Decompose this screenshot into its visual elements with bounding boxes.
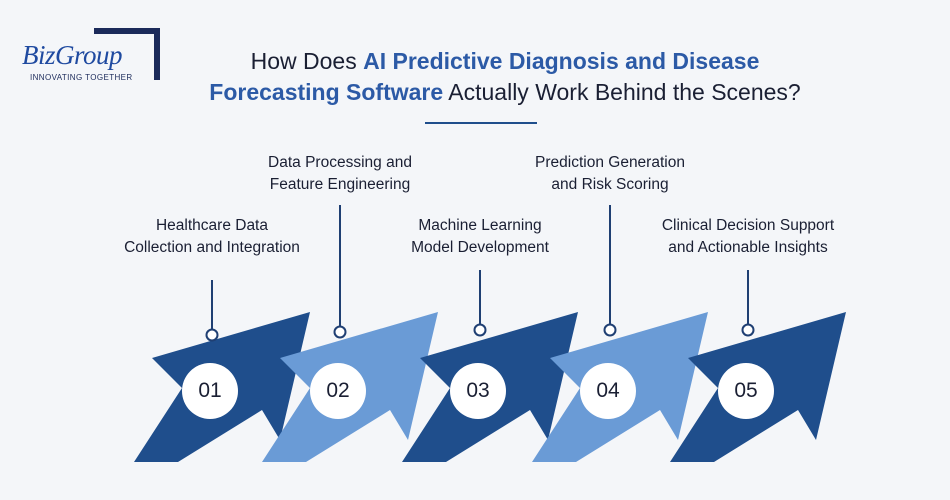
connector-dot-03 [473, 323, 487, 337]
step-number-badge-02: 02 [310, 363, 366, 419]
step-label-line1: Clinical Decision Support [661, 217, 835, 234]
connector-dot-05 [741, 323, 755, 337]
page-title: How Does AI Predictive Diagnosis and Dis… [120, 46, 890, 108]
title-suffix: Actually Work Behind the Scenes? [443, 79, 801, 105]
step-label-04: Prediction Generation and Risk Scoring [490, 152, 730, 196]
step-label-line1: Machine Learning [418, 217, 542, 234]
connector-dot-02 [333, 325, 347, 339]
step-number-badge-05: 05 [718, 363, 774, 419]
step-label-05: Clinical Decision Support and Actionable … [628, 215, 868, 259]
title-underline [425, 122, 537, 124]
step-label-line2: and Risk Scoring [551, 176, 669, 193]
logo-tagline: INNOVATING TOGETHER [30, 73, 133, 82]
step-label-02: Data Processing and Feature Engineering [220, 152, 460, 196]
step-label-line2: and Actionable Insights [668, 239, 828, 256]
step-label-line1: Healthcare Data [155, 217, 268, 234]
title-highlight-1: AI Predictive Diagnosis and Disease [363, 48, 760, 74]
bizgroup-logo: BizGroup INNOVATING TOGETHER [22, 28, 162, 88]
step-number-badge-01: 01 [182, 363, 238, 419]
logo-wordmark: BizGroup [22, 40, 123, 70]
step-number-badge-03: 03 [450, 363, 506, 419]
title-highlight-2: Forecasting Software [209, 79, 444, 105]
step-label-line1: Prediction Generation [535, 154, 685, 171]
step-label-line2: Collection and Integration [124, 239, 300, 256]
connector-dot-01 [205, 328, 219, 342]
step-label-line2: Model Development [411, 239, 549, 256]
step-label-03: Machine Learning Model Development [360, 215, 600, 259]
step-label-line1: Data Processing and [268, 154, 412, 171]
title-prefix: How Does [250, 48, 364, 74]
logo-frame-shape [94, 28, 160, 80]
connector-dot-04 [603, 323, 617, 337]
step-label-line2: Feature Engineering [269, 176, 411, 193]
step-label-01: Healthcare Data Collection and Integratio… [92, 215, 332, 259]
step-number-badge-04: 04 [580, 363, 636, 419]
